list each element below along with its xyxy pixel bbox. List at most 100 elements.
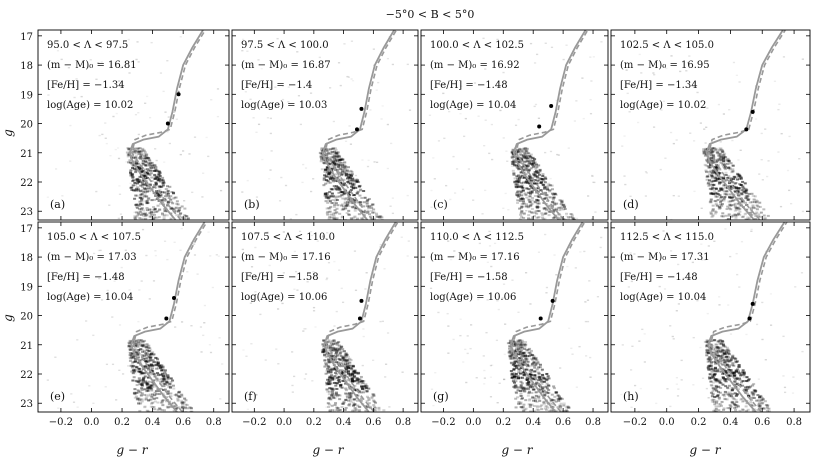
fiducial-point [165,121,170,126]
ms-density-cell [156,177,160,180]
ms-density-cell [333,212,337,215]
ms-density-cell [714,148,718,151]
ms-density-cell [566,406,570,409]
ms-density-cell [134,343,138,346]
ms-density-cell [150,364,154,367]
ms-density-cell [134,171,138,174]
ms-density-cell [162,180,166,183]
field-star [504,323,507,325]
ms-density-cell [127,148,131,151]
ms-density-cell [126,155,130,158]
field-star [794,286,797,288]
field-star [333,325,336,327]
ms-density-cell [525,181,529,184]
field-star [56,50,60,52]
ms-density-cell [738,187,742,190]
field-star [760,158,763,161]
ms-density-cell [716,152,720,155]
field-star [600,236,603,239]
ms-density-cell [158,208,162,211]
ms-density-cell [719,357,723,360]
ms-density-cell [148,371,152,374]
ms-density-cell [137,180,141,183]
field-star [325,406,328,408]
ms-density-cell [172,387,176,390]
ms-density-cell [128,342,132,345]
ms-density-cell [710,147,714,150]
ms-density-cell [545,385,549,388]
ms-density-cell [330,344,334,347]
ms-density-cell [514,353,518,356]
ms-density-cell [154,182,158,185]
field-star [689,132,692,134]
ms-density-cell [517,185,521,188]
field-star [578,345,581,348]
field-star [786,169,790,172]
ms-density-cell [724,173,728,176]
ms-density-cell [165,405,169,408]
ms-density-cell [521,405,525,408]
ms-density-cell [547,391,551,394]
ms-density-cell [169,217,173,220]
ms-density-cell [709,347,713,350]
ms-density-cell [538,399,542,402]
field-star [482,37,485,40]
ms-density-cell [167,413,170,415]
ms-density-cell [141,162,145,165]
ms-density-cell [131,150,135,153]
ms-density-cell [158,194,162,197]
ms-density-cell [721,376,725,379]
ms-density-cell [152,373,156,376]
field-star [671,335,674,338]
ms-density-cell [734,369,738,372]
ms-density-cell [135,179,139,182]
ms-density-cell [518,149,522,152]
ms-density-cell [127,153,131,156]
ms-density-cell [714,163,718,166]
ms-density-cell [753,212,757,215]
ms-density-cell [159,186,163,189]
ms-density-cell [709,164,713,167]
field-star [391,197,394,199]
field-star [629,369,633,371]
ms-density-cell [721,343,725,346]
ms-density-cell [570,215,574,218]
ms-density-cell [148,165,152,168]
ms-density-cell [351,187,355,190]
field-star [293,250,296,253]
ms-density-cell [533,357,537,360]
field-star [268,264,271,267]
ms-density-cell [523,360,527,363]
ms-density-cell [160,185,164,188]
ms-density-cell [344,167,348,170]
field-star [701,259,704,261]
ms-density-cell [514,384,518,387]
ms-density-cell [172,207,176,210]
ms-density-cell [516,389,520,392]
ms-density-cell [320,148,324,151]
ms-density-cell [722,165,726,168]
ms-density-cell [718,391,722,394]
ms-density-cell [335,361,339,364]
ms-density-cell [344,359,348,362]
ms-density-cell [516,190,520,193]
ms-density-cell [543,394,547,397]
ms-density-cell [176,210,180,213]
ms-density-cell [350,217,354,220]
ms-density-cell [515,186,519,189]
ms-density-cell [515,157,519,160]
ms-density-cell [176,203,180,206]
ms-density-cell [338,353,342,356]
ms-density-cell [337,155,341,158]
field-star [127,351,131,354]
ms-density-cell [150,161,154,164]
ms-density-cell [515,386,519,389]
ms-density-cell [339,345,343,348]
ms-density-cell [335,387,339,390]
panel-annotation: log(Age) = 10.06 [241,292,327,303]
field-star [164,371,167,373]
ms-density-cell [330,202,334,205]
ms-density-cell [524,164,528,167]
ms-density-cell [709,391,713,394]
